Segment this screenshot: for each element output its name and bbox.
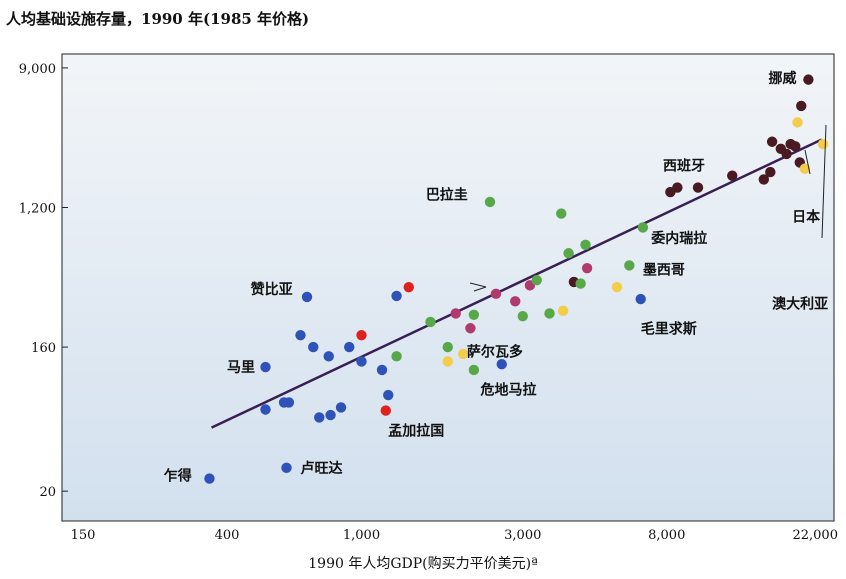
country-label: 卢旺达: [300, 460, 342, 477]
data-point: [468, 309, 480, 320]
country-label: 乍得: [164, 468, 192, 485]
country-label: 西班牙: [663, 158, 705, 175]
data-point: [465, 323, 476, 334]
data-point: [781, 148, 792, 160]
data-point: [796, 100, 807, 112]
country-label: 委内瑞拉: [650, 230, 707, 247]
country-label: 挪威: [768, 70, 796, 87]
data-point: [204, 473, 215, 484]
country-label: 毛里求斯: [641, 320, 697, 337]
data-point: [531, 275, 542, 286]
y-tick-label: 20: [39, 485, 56, 500]
country-label: 危地马拉: [480, 381, 537, 398]
data-point: [758, 174, 770, 185]
data-point: [637, 222, 649, 233]
data-point: [380, 405, 391, 416]
x-tick-label: 150: [71, 528, 96, 543]
data-point: [790, 141, 801, 152]
data-point: [391, 290, 402, 302]
data-point: [260, 404, 271, 415]
data-point: [484, 196, 496, 208]
data-point: [496, 358, 507, 370]
country-label: 赞比亚: [250, 281, 293, 298]
data-point: [727, 170, 738, 181]
country-label: 澳大利亚: [772, 296, 828, 313]
country-label: 马里: [227, 360, 255, 376]
data-point: [672, 182, 683, 193]
data-point: [544, 308, 555, 319]
data-point: [799, 163, 811, 174]
data-point: [314, 412, 325, 423]
data-point: [335, 402, 347, 413]
country-label: 墨西哥: [643, 263, 685, 279]
data-point: [580, 239, 591, 251]
data-point: [611, 281, 623, 293]
country-label: 日本: [792, 209, 821, 226]
data-point: [490, 288, 502, 300]
data-point: [563, 248, 574, 259]
data-point: [557, 305, 569, 317]
data-point: [635, 293, 646, 305]
data-point: [766, 136, 778, 147]
data-point: [391, 351, 402, 362]
data-point: [325, 409, 336, 421]
data-point: [308, 341, 319, 353]
country-label: 萨尔瓦多: [467, 344, 523, 361]
data-point: [323, 351, 334, 362]
data-point: [510, 296, 521, 307]
y-tick-label: 160: [31, 341, 56, 356]
data-point: [403, 281, 414, 293]
data-point: [442, 356, 453, 367]
x-tick-label: 3,000: [504, 528, 541, 543]
data-point: [383, 389, 394, 401]
data-point: [581, 262, 593, 274]
data-point: [575, 278, 586, 289]
data-point: [803, 74, 814, 85]
data-point: [468, 364, 480, 376]
data-point: [458, 348, 469, 360]
data-point: [260, 361, 271, 373]
data-point: [450, 308, 461, 319]
data-point: [425, 316, 436, 328]
country-label: 巴拉圭: [426, 186, 468, 203]
trend-line: [210, 138, 823, 429]
leader-lines: [469, 124, 827, 292]
country-label: 孟加拉国: [388, 423, 444, 440]
data-point: [692, 182, 704, 193]
data-point: [442, 341, 453, 353]
plot-area: [61, 53, 835, 522]
data-point: [765, 166, 776, 178]
x-tick-label: 22,000: [792, 528, 838, 543]
x-axis-label: 1990 年人均GDP(购买力平价美元)ª: [308, 556, 538, 572]
x-tick-label: 400: [215, 528, 240, 543]
data-point: [356, 329, 367, 341]
y-tick-label: 1,200: [19, 201, 56, 216]
data-point: [556, 208, 567, 219]
data-point: [376, 364, 388, 376]
chart-title: 人均基础设施存量，1990 年(1985 年价格): [6, 10, 310, 28]
data-point: [517, 310, 528, 322]
x-tick-label: 1,000: [343, 528, 380, 543]
data-point: [344, 341, 355, 353]
data-point: [792, 117, 803, 128]
data-point: [283, 397, 295, 408]
data-point: [356, 356, 367, 367]
data-point: [295, 329, 306, 341]
x-tick-label: 8,000: [648, 528, 685, 543]
data-point: [301, 291, 313, 303]
data-point: [624, 260, 635, 271]
y-tick-label: 9,000: [19, 62, 56, 77]
data-point: [817, 138, 829, 150]
data-point: [281, 462, 292, 474]
